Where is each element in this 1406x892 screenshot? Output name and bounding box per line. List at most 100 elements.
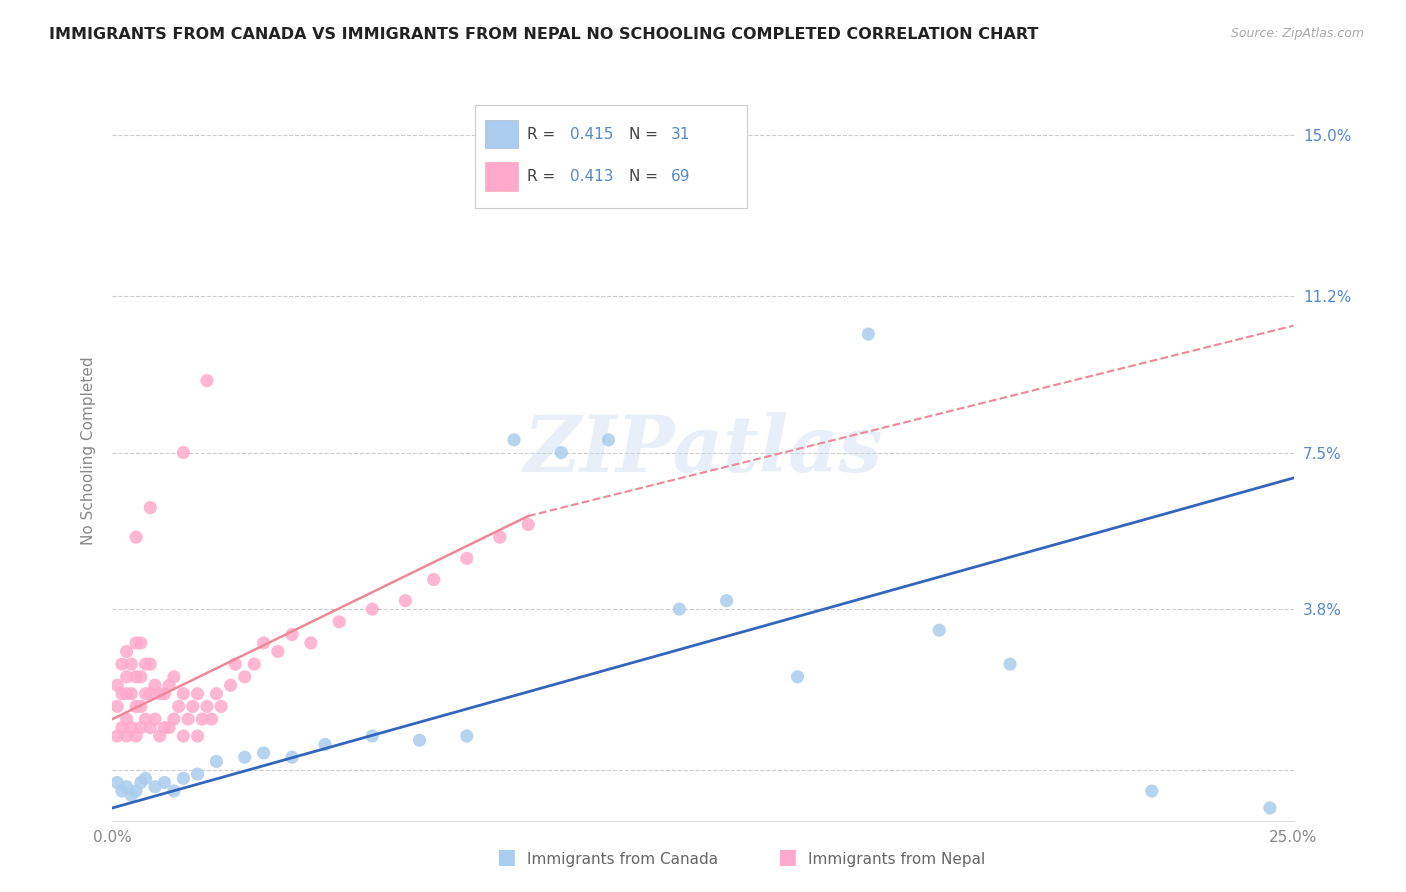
Text: 31: 31	[671, 127, 690, 142]
Point	[186, 767, 208, 781]
Point	[120, 721, 142, 735]
Text: IMMIGRANTS FROM CANADA VS IMMIGRANTS FROM NEPAL NO SCHOOLING COMPLETED CORRELATI: IMMIGRANTS FROM CANADA VS IMMIGRANTS FRO…	[49, 27, 1039, 42]
Point	[205, 755, 228, 769]
Point	[172, 687, 194, 701]
Point	[143, 678, 166, 692]
Point	[716, 593, 738, 607]
Point	[186, 687, 208, 701]
Point	[195, 374, 218, 388]
Point	[153, 687, 176, 701]
Point	[143, 712, 166, 726]
Point	[253, 636, 276, 650]
Text: ■: ■	[778, 847, 797, 867]
Point	[135, 712, 157, 726]
Point	[149, 687, 172, 701]
FancyBboxPatch shape	[475, 104, 747, 209]
Text: 69: 69	[671, 169, 690, 184]
Point	[181, 699, 204, 714]
Point	[111, 657, 134, 672]
Bar	[485, 120, 517, 148]
Point	[253, 746, 276, 760]
Point	[129, 636, 152, 650]
Point	[125, 636, 148, 650]
Point	[172, 772, 194, 786]
Point	[361, 602, 384, 616]
Point	[111, 784, 134, 798]
Point	[517, 517, 540, 532]
Text: R =: R =	[527, 169, 560, 184]
Point	[408, 733, 430, 747]
Text: Source: ZipAtlas.com: Source: ZipAtlas.com	[1230, 27, 1364, 40]
Point	[115, 712, 138, 726]
Point	[267, 644, 290, 658]
Point	[163, 784, 186, 798]
Point	[1140, 784, 1163, 798]
Text: ZIPatlas: ZIPatlas	[523, 412, 883, 489]
Point	[125, 530, 148, 544]
Point	[143, 780, 166, 794]
Point	[786, 670, 808, 684]
Point	[129, 699, 152, 714]
Point	[111, 721, 134, 735]
Point	[153, 775, 176, 789]
Point	[489, 530, 512, 544]
Point	[224, 657, 246, 672]
Point	[177, 712, 200, 726]
Point	[503, 433, 526, 447]
Text: R =: R =	[527, 127, 560, 142]
Point	[105, 678, 128, 692]
Point	[129, 775, 152, 789]
Text: 0.413: 0.413	[569, 169, 613, 184]
Point	[167, 699, 190, 714]
Point	[195, 699, 218, 714]
Point	[550, 445, 572, 459]
Point	[139, 657, 162, 672]
Point	[111, 687, 134, 701]
Point	[157, 678, 180, 692]
Point	[456, 729, 478, 743]
Point	[129, 670, 152, 684]
Point	[115, 729, 138, 743]
Point	[998, 657, 1021, 672]
Point	[172, 445, 194, 459]
Point	[125, 784, 148, 798]
Text: 0.415: 0.415	[569, 127, 613, 142]
Point	[153, 721, 176, 735]
Point	[233, 750, 256, 764]
Point	[361, 729, 384, 743]
Point	[172, 729, 194, 743]
Point	[668, 602, 690, 616]
Point	[139, 500, 162, 515]
Point	[125, 699, 148, 714]
Text: N =: N =	[628, 169, 662, 184]
Point	[125, 670, 148, 684]
Point	[105, 729, 128, 743]
Point	[163, 670, 186, 684]
Point	[186, 729, 208, 743]
Point	[314, 738, 336, 752]
Point	[115, 687, 138, 701]
Point	[120, 687, 142, 701]
Point	[115, 644, 138, 658]
Point	[456, 551, 478, 566]
Text: Immigrants from Nepal: Immigrants from Nepal	[808, 852, 986, 867]
Point	[191, 712, 214, 726]
Point	[281, 627, 304, 641]
Point	[219, 678, 242, 692]
Point	[163, 712, 186, 726]
Bar	[485, 162, 517, 191]
Text: ■: ■	[496, 847, 516, 867]
Point	[328, 615, 350, 629]
Y-axis label: No Schooling Completed: No Schooling Completed	[80, 356, 96, 545]
Point	[115, 780, 138, 794]
Point	[149, 729, 172, 743]
Point	[858, 327, 880, 342]
Text: Immigrants from Canada: Immigrants from Canada	[527, 852, 718, 867]
Point	[135, 772, 157, 786]
Point	[233, 670, 256, 684]
Point	[120, 657, 142, 672]
Point	[115, 670, 138, 684]
Point	[135, 687, 157, 701]
Point	[105, 699, 128, 714]
Point	[281, 750, 304, 764]
